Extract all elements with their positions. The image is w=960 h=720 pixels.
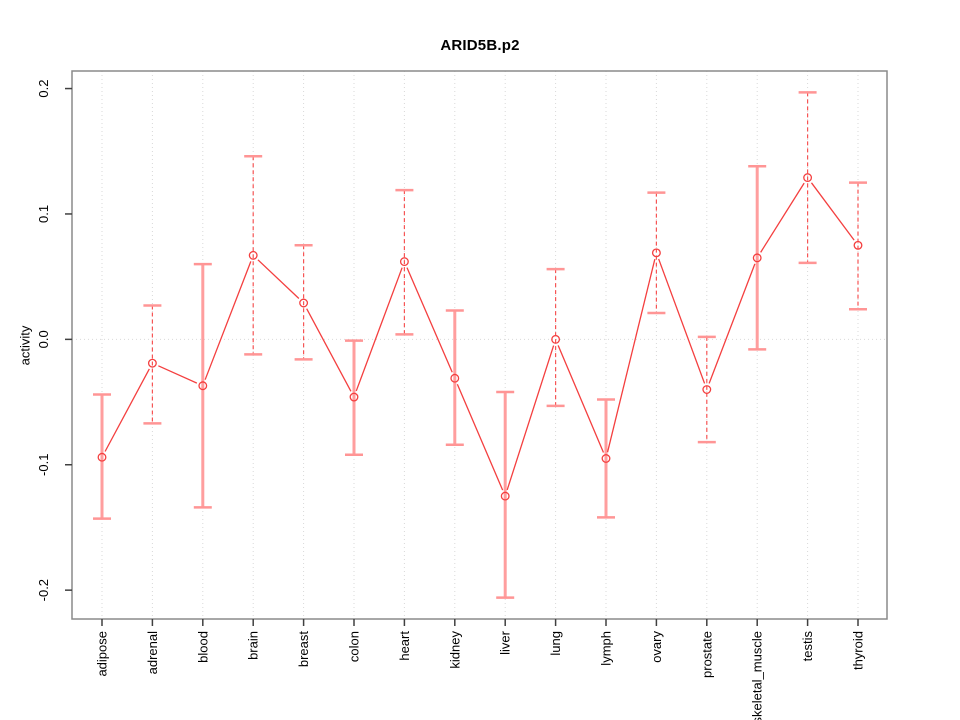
chart-title: ARID5B.p2 xyxy=(440,37,520,54)
data-point-marker xyxy=(803,173,813,183)
data-point-marker xyxy=(349,392,359,402)
x-tick-label: blood xyxy=(195,631,210,663)
data-point-marker xyxy=(248,250,258,260)
x-tick-label: ovary xyxy=(649,631,664,663)
x-tick-label: adipose xyxy=(95,631,110,677)
series-line-segment xyxy=(506,345,555,491)
series-line-segment xyxy=(204,261,252,380)
data-point-marker xyxy=(500,491,510,501)
data-point-marker xyxy=(551,334,561,344)
data-point-marker xyxy=(601,454,611,463)
x-tick-label: prostate xyxy=(699,631,714,678)
data-point-marker xyxy=(853,240,863,250)
data-point-marker xyxy=(702,385,712,394)
series-line-segment xyxy=(606,258,656,453)
series-line-segment xyxy=(406,267,453,373)
series-line-segment xyxy=(708,263,756,384)
series-line-segment xyxy=(158,365,198,384)
x-tick-label: brain xyxy=(246,631,261,660)
y-tick-label: -0.1 xyxy=(36,454,51,476)
series-line-segment xyxy=(257,259,300,299)
y-tick-label: 0.0 xyxy=(36,330,51,348)
series-line-segment xyxy=(456,383,504,491)
data-point-marker xyxy=(198,381,208,391)
series-line-segment xyxy=(760,182,805,253)
data-point-marker xyxy=(299,298,309,308)
data-point-marker xyxy=(450,373,460,383)
y-tick-label: 0.1 xyxy=(36,205,51,223)
x-tick-label: heart xyxy=(397,631,412,661)
plot-frame xyxy=(71,70,888,620)
data-point-marker xyxy=(752,253,762,263)
x-tick-label: colon xyxy=(347,631,362,662)
data-point-marker xyxy=(399,257,409,267)
x-tick-label: skeletal_muscle xyxy=(750,631,765,720)
x-tick-label: lung xyxy=(548,631,563,656)
series-line-segment xyxy=(658,258,706,384)
x-tick-label: testis xyxy=(800,631,815,662)
x-tick-label: breast xyxy=(296,631,311,668)
series-line-segment xyxy=(810,182,855,241)
data-point-marker xyxy=(651,248,661,258)
series-line-segment xyxy=(557,345,605,453)
x-tick-label: lymph xyxy=(599,631,614,666)
x-tick-label: kidney xyxy=(447,631,462,669)
data-point-marker xyxy=(97,452,107,462)
x-tick-label: adrenal xyxy=(145,631,160,674)
series-line-segment xyxy=(104,368,150,452)
y-tick-label: -0.2 xyxy=(36,579,51,601)
series-line-segment xyxy=(355,267,403,392)
x-tick-label: thyroid xyxy=(851,631,866,670)
y-tick-label: 0.2 xyxy=(36,80,51,98)
data-point-marker xyxy=(147,358,157,368)
x-tick-label: liver xyxy=(498,630,513,655)
series-line-segment xyxy=(306,308,352,392)
